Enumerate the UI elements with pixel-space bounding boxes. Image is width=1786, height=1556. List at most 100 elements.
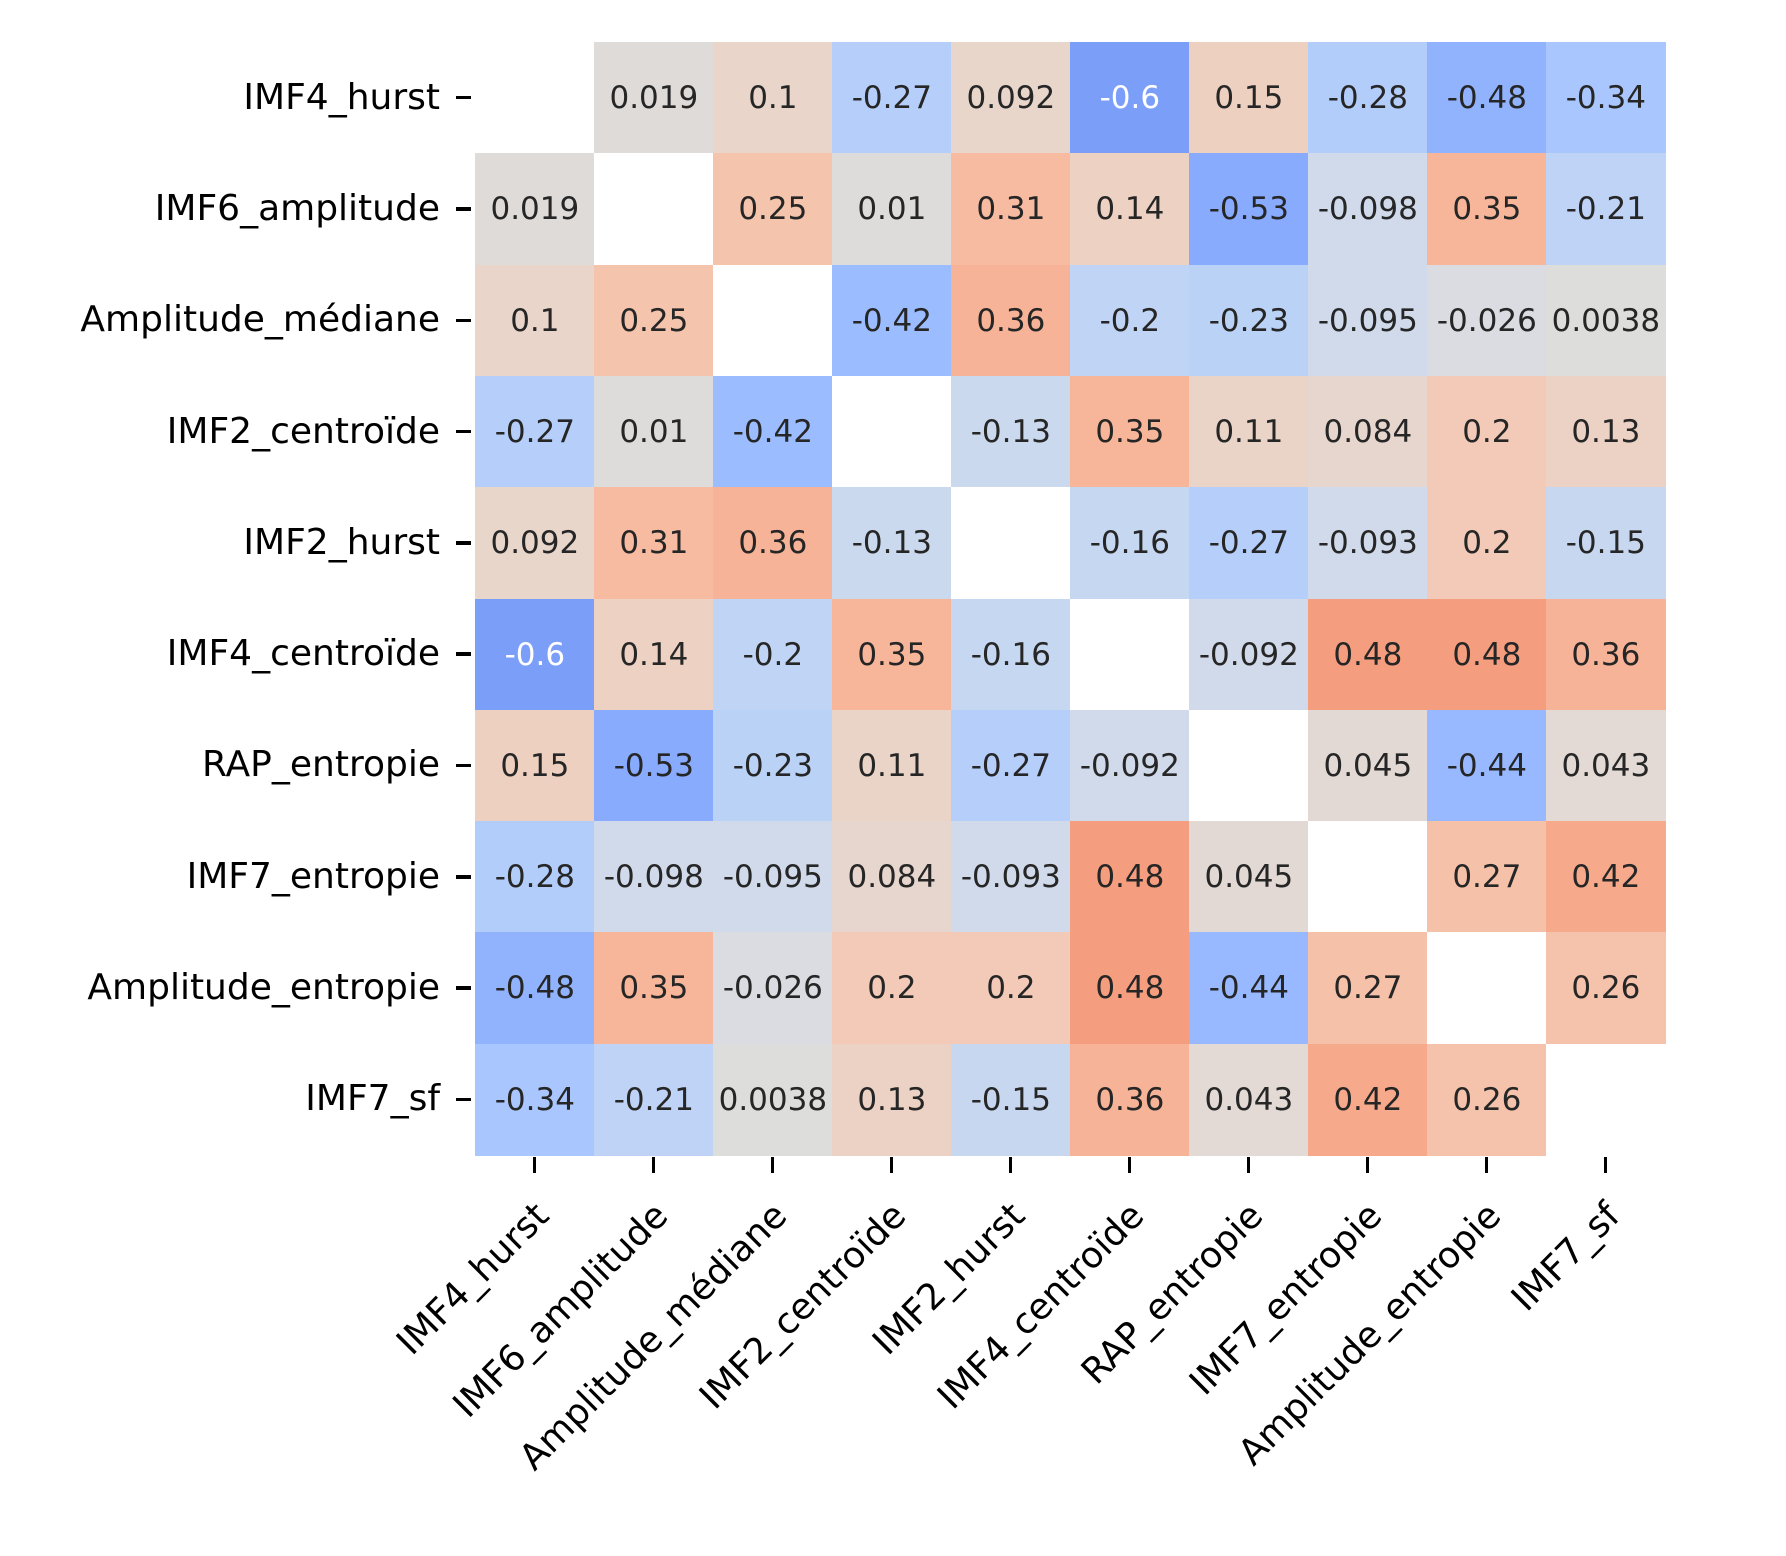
heatmap-cell: -0.2 [1070, 264, 1190, 377]
y-tick-label: IMF4_hurst [243, 76, 440, 118]
heatmap-cell: 0.42 [1546, 821, 1666, 934]
heatmap-cell: -0.093 [1308, 487, 1428, 600]
heatmap-cell: -0.098 [594, 821, 714, 934]
heatmap-cell: 0.15 [475, 709, 595, 822]
heatmap-cell: -0.098 [1308, 153, 1428, 266]
heatmap-cell: 0.48 [1070, 932, 1190, 1045]
y-tick-label: IMF7_entropie [186, 855, 440, 897]
y-tick-label: IMF7_sf [305, 1078, 440, 1120]
x-tick-mark [770, 1157, 775, 1173]
heatmap-cell: 0.36 [951, 264, 1071, 377]
heatmap-cell: 0.0038 [713, 1043, 833, 1156]
heatmap-cell: 0.043 [1546, 709, 1666, 822]
y-tick-mark [456, 318, 471, 322]
heatmap-cell: -0.15 [1546, 487, 1666, 600]
y-tick-label: IMF2_hurst [243, 521, 440, 563]
heatmap-cell: -0.42 [713, 375, 833, 488]
heatmap-cell: 0.35 [832, 598, 952, 711]
heatmap-cell: 0.092 [475, 487, 595, 600]
heatmap-cell: 0.48 [1427, 598, 1547, 711]
heatmap-cell: -0.6 [475, 598, 595, 711]
heatmap-cell: 0.25 [713, 153, 833, 266]
heatmap-cell: 0.31 [594, 487, 714, 600]
x-tick-mark [651, 1157, 656, 1173]
y-tick-mark [456, 986, 471, 990]
heatmap-cell: 0.043 [1189, 1043, 1309, 1156]
y-tick-mark [456, 763, 471, 768]
heatmap-cell: 0.13 [1546, 375, 1666, 488]
heatmap-cell: 0.26 [1427, 1043, 1547, 1156]
heatmap-cell: -0.28 [1308, 42, 1428, 154]
x-tick-mark [532, 1157, 537, 1173]
y-tick-mark [456, 1097, 471, 1102]
heatmap-cell: -0.48 [475, 932, 595, 1045]
heatmap-cell: -0.42 [832, 264, 952, 377]
heatmap-cell: 0.2 [1427, 487, 1547, 600]
heatmap-cell: 0.01 [832, 153, 952, 266]
heatmap-cell: -0.026 [1427, 264, 1547, 377]
heatmap-cell [951, 487, 1071, 600]
heatmap-cell: 0.26 [1546, 932, 1666, 1045]
heatmap-cell: 0.01 [594, 375, 714, 488]
y-tick-mark [456, 875, 471, 879]
heatmap-cell: 0.15 [1189, 42, 1309, 154]
heatmap-cell [475, 42, 595, 154]
heatmap-cell: -0.21 [594, 1043, 714, 1156]
heatmap-cell: 0.31 [951, 153, 1071, 266]
heatmap-cell: -0.44 [1189, 932, 1309, 1045]
y-tick-mark [456, 95, 471, 100]
heatmap-cell: 0.092 [951, 42, 1071, 154]
heatmap-cell [1189, 709, 1309, 822]
heatmap-cell: -0.27 [475, 375, 595, 488]
heatmap-cell: 0.48 [1308, 598, 1428, 711]
heatmap-cell: 0.13 [832, 1043, 952, 1156]
heatmap-cell: -0.6 [1070, 42, 1190, 154]
heatmap-cell [1308, 821, 1428, 934]
y-tick-mark [456, 541, 471, 545]
heatmap-cell: -0.095 [713, 821, 833, 934]
y-tick-label: Amplitude_médiane [80, 299, 440, 341]
heatmap-cell: -0.092 [1070, 709, 1190, 822]
heatmap-cell: -0.13 [951, 375, 1071, 488]
heatmap-cell: -0.27 [832, 42, 952, 154]
x-tick-mark [1484, 1157, 1489, 1173]
heatmap-cell: 0.14 [1070, 153, 1190, 266]
y-tick-mark [456, 429, 471, 434]
heatmap-cell: -0.27 [1189, 487, 1309, 600]
y-tick-label: IMF2_centroïde [166, 410, 440, 452]
heatmap-cell: 0.1 [713, 42, 833, 154]
heatmap-cell: -0.095 [1308, 264, 1428, 377]
heatmap-cell: 0.14 [594, 598, 714, 711]
heatmap-cell: 0.045 [1308, 709, 1428, 822]
heatmap-cell: -0.16 [951, 598, 1071, 711]
heatmap-cell: 0.1 [475, 264, 595, 377]
heatmap-cell: -0.53 [1189, 153, 1309, 266]
heatmap-cell: 0.084 [832, 821, 952, 934]
heatmap-cell: -0.23 [713, 709, 833, 822]
heatmap-cell: 0.25 [594, 264, 714, 377]
heatmap-cell: -0.53 [594, 709, 714, 822]
heatmap-cell: 0.36 [1070, 1043, 1190, 1156]
heatmap-cell: -0.16 [1070, 487, 1190, 600]
y-tick-label: IMF6_amplitude [154, 187, 440, 229]
y-tick-mark [456, 207, 471, 211]
heatmap-cell: 0.36 [713, 487, 833, 600]
heatmap-cell: -0.44 [1427, 709, 1547, 822]
heatmap-cell: -0.2 [713, 598, 833, 711]
heatmap-cell: -0.34 [475, 1043, 595, 1156]
heatmap-cell: -0.092 [1189, 598, 1309, 711]
heatmap-cell: 0.27 [1427, 821, 1547, 934]
heatmap-cell: 0.2 [832, 932, 952, 1045]
x-tick-mark [889, 1157, 894, 1173]
heatmap-cell [1070, 598, 1190, 711]
heatmap-cell: 0.35 [1070, 375, 1190, 488]
heatmap-cell: -0.27 [951, 709, 1071, 822]
x-tick-mark [1603, 1157, 1608, 1173]
x-tick-mark [1246, 1157, 1251, 1173]
heatmap-cell [594, 153, 714, 266]
heatmap-cell: -0.026 [713, 932, 833, 1045]
heatmap-cell [1546, 1043, 1666, 1156]
heatmap-cell: 0.019 [475, 153, 595, 266]
heatmap-cell: 0.48 [1070, 821, 1190, 934]
